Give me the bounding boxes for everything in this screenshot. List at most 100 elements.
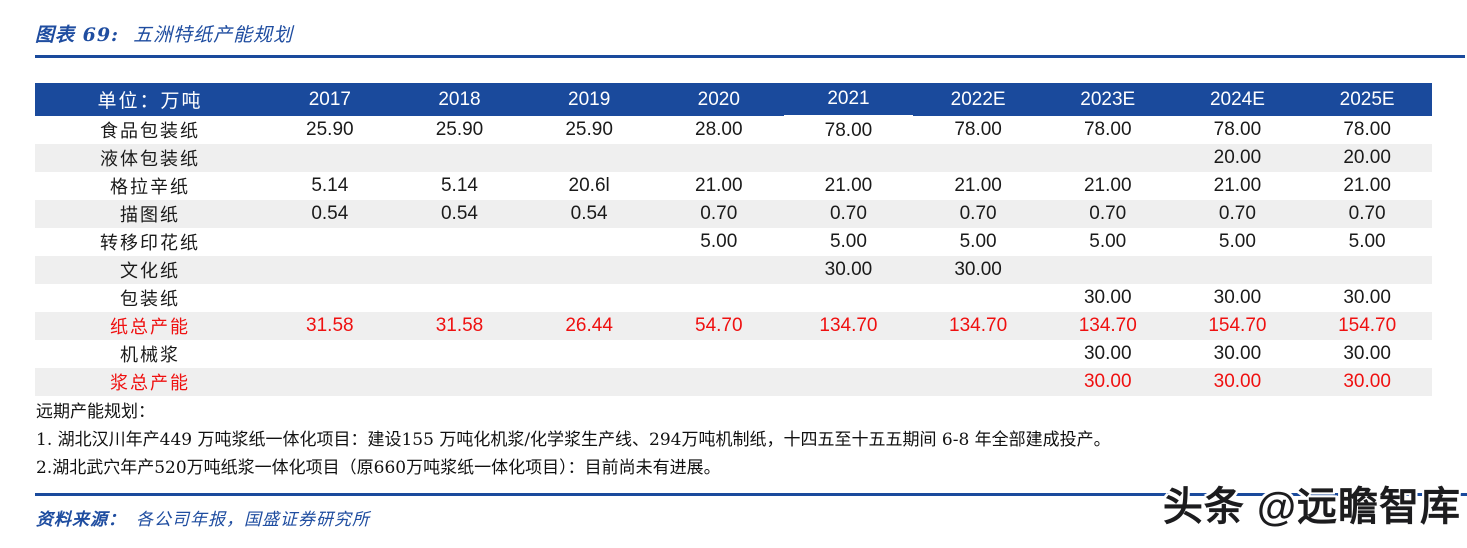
value-cell	[783, 368, 914, 396]
year-header-cell: 2018	[394, 83, 525, 116]
value-cell: 134.70	[1042, 312, 1173, 340]
value-cell: 0.70	[913, 200, 1043, 228]
value-cell	[265, 144, 395, 172]
value-cell: 30.00	[1172, 368, 1303, 396]
value-cell: 25.90	[306, 119, 354, 140]
value-cell: 78.00	[954, 119, 1002, 140]
value-cell: 5.00	[1218, 231, 1256, 252]
capacity-table-body: 食品包装纸 25.90 25.90 25.90 28.00 78.00 78.00 78.00…	[35, 116, 1432, 396]
year-header-cell: 2020	[653, 83, 784, 116]
table-row: 液体包装纸 20.00 20.00	[35, 144, 1432, 172]
value-cell	[784, 340, 914, 368]
value-cell	[653, 144, 784, 172]
row-label: 纸总产能	[35, 312, 265, 340]
value-cell: 5.14	[440, 175, 478, 196]
value-cell	[265, 228, 395, 256]
year-header-cell: 2023E	[1042, 83, 1173, 116]
value-cell: 134.70	[783, 312, 914, 340]
note-item-1: 1. 湖北汉川年产449 万吨浆纸一体化项目：建设155 万吨化机浆/化学浆生产…	[36, 430, 1111, 450]
value-cell	[913, 368, 1043, 396]
row-label: 转移印花纸	[100, 233, 200, 254]
table-row: 文化纸 30.00 30.00	[35, 256, 1432, 284]
value-cell: 21.00	[1343, 175, 1391, 196]
table-row: 机械浆 30.00 30.00 30.00	[35, 340, 1432, 368]
capacity-table: 单位：万吨 2017 2018 2019 2020 2021 2022E 2023E 2024…	[35, 83, 1432, 396]
table-row: 格拉辛纸 5.14 5.14 20.6l 21.00 21.00 21.00 21.00 21.…	[35, 172, 1432, 200]
table-row: 包装纸 30.00 30.00 30.00	[35, 284, 1432, 312]
value-cell: 26.44	[524, 312, 654, 340]
value-cell	[1042, 144, 1173, 172]
value-cell	[394, 144, 525, 172]
value-cell: 25.90	[435, 119, 484, 140]
value-cell	[653, 368, 784, 396]
title-divider-line	[35, 55, 1465, 58]
value-cell	[1042, 256, 1173, 284]
value-cell: 21.00	[1213, 175, 1262, 196]
value-cell: 30.00	[783, 256, 914, 284]
value-cell: 0.54	[394, 200, 525, 228]
value-cell: 21.00	[1083, 175, 1132, 196]
value-cell	[524, 368, 654, 396]
value-cell: 30.00	[1083, 287, 1132, 308]
value-cell	[784, 284, 914, 312]
value-cell	[783, 144, 914, 172]
table-row: 转移印花纸 5.00 5.00 5.00 5.00 5.00 5.00	[35, 228, 1432, 256]
capacity-table-header: 单位：万吨 2017 2018 2019 2020 2021 2022E 2023E 2024…	[35, 83, 1432, 118]
value-cell: 21.00	[954, 175, 1002, 196]
figure-number-label: 图表 69:	[35, 24, 120, 46]
value-cell: 78.00	[1083, 119, 1132, 140]
value-cell	[395, 340, 525, 368]
table-row: 纸总产能 31.58 31.58 26.44 54.70 134.70 134.70 134.…	[35, 312, 1432, 340]
value-cell: 30.00	[1083, 343, 1132, 364]
value-cell: 5.00	[829, 231, 867, 252]
value-cell: 5.14	[311, 175, 349, 196]
value-cell: 5.00	[1348, 231, 1386, 252]
watermark: 头条 @远瞻智库	[1162, 485, 1461, 529]
source-line: 资料来源： 各公司年报，国盛证券研究所	[36, 505, 370, 530]
value-cell: 5.00	[1089, 231, 1127, 252]
row-label: 格拉辛纸	[110, 177, 190, 198]
value-cell: 0.70	[1302, 200, 1432, 228]
value-cell	[913, 284, 1043, 312]
value-cell	[394, 368, 525, 396]
value-cell: 30.00	[1343, 343, 1391, 364]
value-cell	[1172, 256, 1303, 284]
value-cell: 5.00	[959, 231, 997, 252]
note-item-2: 2.湖北武穴年产520万吨纸浆一体化项目（原660万吨浆纸一体化项目）：目前尚未…	[36, 458, 721, 478]
value-cell: 28.00	[695, 119, 743, 140]
value-cell: 21.00	[695, 175, 743, 196]
year-header-cell: 2024E	[1172, 83, 1303, 116]
value-cell	[654, 340, 784, 368]
value-cell	[394, 256, 525, 284]
value-cell: 54.70	[653, 312, 784, 340]
row-label: 文化纸	[35, 256, 265, 284]
value-cell: 20.00	[1302, 144, 1432, 172]
unit-header-cell: 单位：万吨	[35, 83, 265, 116]
year-header-cell: 2022E	[913, 83, 1043, 116]
notes-block: 远期产能规划： 1. 湖北汉川年产449 万吨浆纸一体化项目：建设155 万吨化…	[36, 398, 1436, 482]
value-cell: 30.00	[1302, 368, 1432, 396]
value-cell	[913, 144, 1043, 172]
value-cell: 30.00	[1042, 368, 1173, 396]
year-header-cell: 2025E	[1302, 83, 1432, 116]
value-cell	[265, 368, 395, 396]
value-cell: 78.00	[1213, 119, 1262, 140]
row-label: 食品包装纸	[100, 121, 200, 142]
table-row: 食品包装纸 25.90 25.90 25.90 28.00 78.00 78.00 78.00…	[35, 116, 1432, 144]
value-cell	[265, 340, 395, 368]
value-cell	[524, 340, 654, 368]
row-label: 液体包装纸	[35, 144, 265, 172]
value-cell: 31.58	[394, 312, 525, 340]
value-cell: 0.70	[783, 200, 914, 228]
value-cell: 21.00	[824, 175, 873, 196]
value-cell: 20.00	[1172, 144, 1303, 172]
value-cell	[913, 340, 1043, 368]
value-cell: 0.70	[1042, 200, 1173, 228]
figure-title: 图表 69: 五洲特纸产能规划	[35, 20, 293, 47]
value-cell	[653, 256, 784, 284]
value-cell	[524, 256, 654, 284]
value-cell	[395, 228, 525, 256]
value-cell: 5.00	[700, 231, 738, 252]
value-cell: 0.70	[653, 200, 784, 228]
